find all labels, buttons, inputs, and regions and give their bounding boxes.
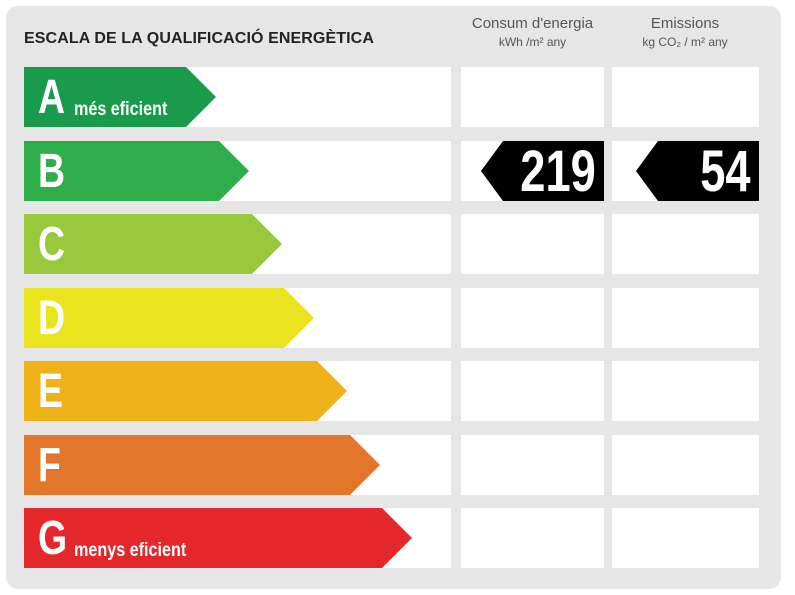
emissions-cell-c: [612, 214, 759, 274]
rating-arrow-shape: [24, 67, 216, 127]
emissions-marker: 54: [636, 141, 759, 201]
consum-cell-e: [461, 361, 604, 421]
rating-arrow-e: E: [24, 361, 347, 421]
rating-subtitle: més eficient: [74, 99, 168, 120]
emissions-marker-value: 54: [700, 139, 751, 204]
rating-letter: A: [38, 71, 66, 124]
consum-header-unit: kWh /m² any: [498, 35, 567, 49]
rating-letter: G: [38, 512, 68, 565]
rating-arrow-shape: [24, 508, 412, 568]
rating-letter: F: [38, 439, 61, 492]
consum-header-label: Consum d'energia: [471, 15, 594, 32]
rating-arrow-d: D: [24, 288, 314, 348]
rating-arrow-shape: [24, 361, 347, 421]
emissions-cell-f: [612, 435, 759, 495]
consum-cell-f: [461, 435, 604, 495]
consum-cell-a: [461, 67, 604, 127]
rating-arrow-b: B: [24, 141, 249, 201]
rating-letter: D: [38, 292, 66, 345]
rating-arrow-shape: [24, 435, 380, 495]
consum-cell-d: [461, 288, 604, 348]
emissions-cell-g: [612, 508, 759, 568]
emissions-header-label: Emissions: [650, 15, 720, 32]
emissions-cell-d: [612, 288, 759, 348]
consum-marker-value: 219: [520, 139, 596, 204]
consum-marker: 219: [481, 141, 604, 201]
page-title: ESCALA DE LA QUALIFICACIÓ ENERGÈTICA: [24, 30, 374, 47]
emissions-column-header: Emissions kg CO₂ / m² any: [611, 14, 759, 50]
emissions-cell-a: [612, 67, 759, 127]
rating-letter: C: [38, 218, 66, 271]
rating-subtitle: menys eficient: [74, 540, 187, 561]
emissions-cell-e: [612, 361, 759, 421]
rating-arrow-shape: [24, 214, 282, 274]
consum-column-header: Consum d'energia kWh /m² any: [460, 14, 605, 50]
rating-arrow-shape: [24, 288, 314, 348]
consum-cell-g: [461, 508, 604, 568]
rating-arrow-shape: [24, 141, 249, 201]
rating-letter: B: [38, 145, 66, 198]
consum-cell-c: [461, 214, 604, 274]
consum-marker-shape: [481, 141, 604, 201]
rating-letter: E: [38, 365, 63, 418]
emissions-marker-shape: [636, 141, 759, 201]
emissions-header-unit: kg CO₂ / m² any: [642, 35, 728, 49]
rating-arrow-c: C: [24, 214, 282, 274]
rating-arrow-f: F: [24, 435, 380, 495]
